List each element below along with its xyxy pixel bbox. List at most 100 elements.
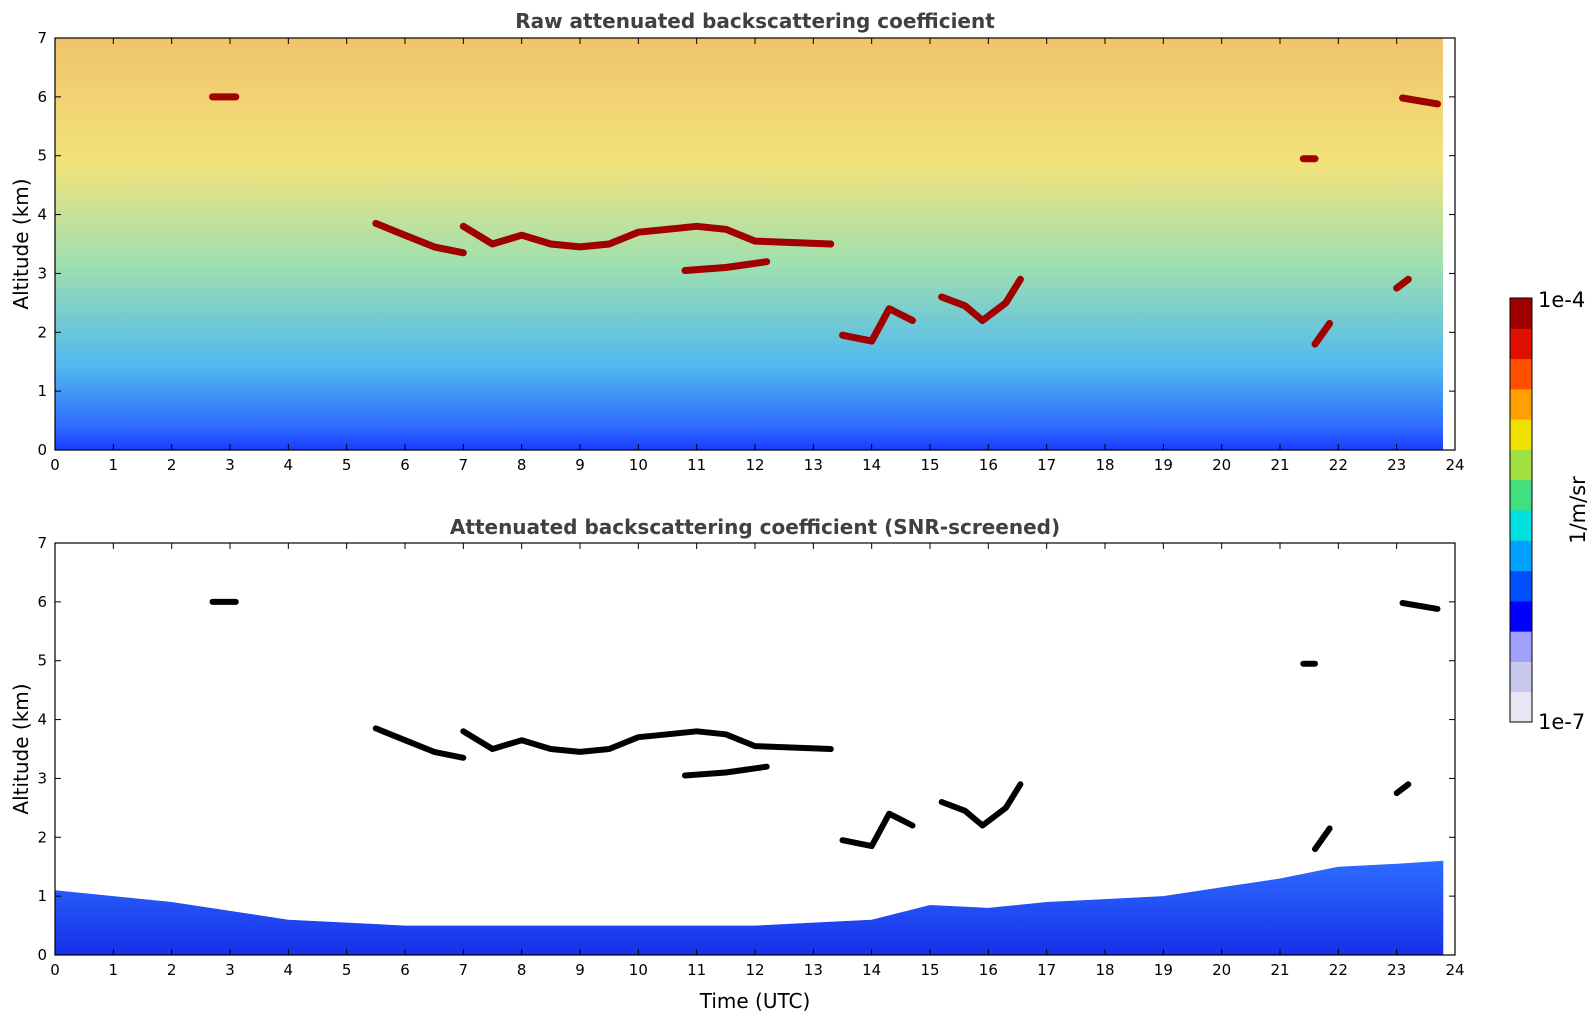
- x-tick-label: 10: [629, 961, 648, 979]
- screened-cloud-layer: [460, 728, 834, 755]
- x-tick-label: 19: [1154, 456, 1173, 474]
- colorbar-block: [1510, 328, 1532, 360]
- screened-cloud-layer: [1393, 781, 1412, 797]
- colorbar-block: [1510, 298, 1532, 329]
- cloud-layer: [1393, 275, 1412, 292]
- x-tick-label: 17: [1037, 456, 1056, 474]
- y-tick-label: 5: [37, 652, 47, 670]
- colorbar-block: [1510, 358, 1532, 390]
- x-tick-label: 2: [167, 961, 177, 979]
- x-tick-label: 11: [687, 961, 706, 979]
- y-tick-label: 1: [37, 887, 47, 905]
- x-tick-label: 13: [804, 961, 823, 979]
- x-tick-label: 0: [50, 456, 60, 474]
- x-tick-label: 22: [1329, 456, 1348, 474]
- x-tick-label: 22: [1329, 961, 1348, 979]
- x-tick-label: 4: [284, 961, 294, 979]
- y-tick-label: 5: [37, 147, 47, 165]
- x-tick-label: 20: [1212, 961, 1231, 979]
- x-tick-label: 6: [400, 456, 410, 474]
- cloud-layer: [1399, 94, 1441, 108]
- colorbar-block: [1510, 479, 1532, 511]
- y-tick-label: 6: [37, 593, 47, 611]
- y-tick-label: 1: [37, 382, 47, 400]
- cloud-layer: [372, 219, 467, 257]
- x-tick-label: 17: [1037, 961, 1056, 979]
- x-tick-label: 15: [920, 456, 939, 474]
- snr-screened-panel: Attenuated backscattering coefficient (S…: [9, 515, 1465, 1013]
- y-tick-label: 3: [37, 769, 47, 787]
- panel2-title: Attenuated backscattering coefficient (S…: [450, 515, 1060, 539]
- y-tick-label: 2: [37, 323, 47, 341]
- x-tick-label: 20: [1212, 456, 1231, 474]
- colorbar-block: [1510, 600, 1532, 632]
- y-tick-label: 2: [37, 828, 47, 846]
- y-tick-label: 4: [37, 206, 47, 224]
- x-tick-label: 7: [459, 961, 469, 979]
- x-tick-label: 1: [109, 961, 119, 979]
- screened-cloud-layer: [372, 725, 467, 761]
- colorbar-block: [1510, 540, 1532, 572]
- colorbar-block: [1510, 449, 1532, 481]
- x-tick-label: 18: [1095, 961, 1114, 979]
- screened-cloud-layer: [682, 763, 770, 779]
- colorbar-blocks: [1510, 298, 1532, 723]
- panel1-cloud-layers: [209, 93, 1441, 348]
- y-tick-label: 0: [37, 441, 47, 459]
- x-tick-label: 9: [575, 456, 585, 474]
- x-tick-label: 3: [225, 456, 235, 474]
- y-tick-label: 7: [37, 534, 47, 552]
- colorbar-block: [1510, 661, 1532, 693]
- x-tick-label: 24: [1445, 961, 1464, 979]
- x-tick-label: 8: [517, 961, 527, 979]
- x-tick-label: 5: [342, 456, 352, 474]
- panel1-x-ticks: 0 1 2 3 4 5 6 7 8 9 10 11 12 13 14 15 16 17 18 19 20 21 22 23 24: [50, 38, 1465, 474]
- colorbar-block: [1510, 570, 1532, 602]
- cloud-layer: [839, 305, 916, 345]
- colorbar-frame: [1509, 297, 1533, 723]
- panel1-nodata-strip: [1443, 38, 1455, 450]
- colorbar-min-label: 1e-7: [1538, 710, 1585, 734]
- x-tick-label: 24: [1445, 456, 1464, 474]
- y-tick-label: 4: [37, 711, 47, 729]
- x-tick-label: 21: [1270, 456, 1289, 474]
- raw-backscatter-panel: Raw attenuated backscattering coefficien…: [9, 9, 1465, 474]
- x-tick-label: 13: [804, 456, 823, 474]
- x-tick-label: 18: [1095, 456, 1114, 474]
- colorbar-block: [1510, 691, 1532, 723]
- panel2-cloud-layers: [209, 598, 1441, 853]
- y-tick-label: 6: [37, 88, 47, 106]
- x-tick-label: 8: [517, 456, 527, 474]
- colorbar-unit-label: 1/m/sr: [1566, 476, 1590, 544]
- cloud-layer: [1311, 320, 1334, 348]
- y-tick-label: 0: [37, 946, 47, 964]
- panel2-y-axis-label: Altitude (km): [9, 683, 33, 814]
- x-tick-label: 16: [979, 456, 998, 474]
- screened-cloud-layer: [1399, 600, 1441, 612]
- panel1-y-axis-label: Altitude (km): [9, 178, 33, 309]
- x-tick-label: 3: [225, 961, 235, 979]
- x-tick-label: 7: [459, 456, 469, 474]
- cloud-layer: [459, 222, 835, 251]
- panel2-x-axis-label: Time (UTC): [699, 989, 811, 1013]
- x-tick-label: 12: [745, 961, 764, 979]
- screened-cloud-layer: [1312, 825, 1333, 853]
- screened-cloud-layer: [839, 810, 916, 850]
- x-tick-label: 10: [629, 456, 648, 474]
- colorbar-block: [1510, 631, 1532, 662]
- x-tick-label: 14: [862, 961, 881, 979]
- colorbar-block: [1510, 388, 1532, 420]
- colorbar: 1e-4 1e-7 1/m/sr: [1509, 288, 1590, 734]
- x-tick-label: 12: [745, 456, 764, 474]
- x-tick-label: 2: [167, 456, 177, 474]
- panel2-boundary-layer: [55, 860, 1444, 955]
- x-tick-label: 21: [1270, 961, 1289, 979]
- x-tick-label: 14: [862, 456, 881, 474]
- panel1-y-ticks: 0 1 2 3 4 5 6 7: [37, 29, 1455, 459]
- x-tick-label: 0: [50, 961, 60, 979]
- x-tick-label: 23: [1387, 961, 1406, 979]
- x-tick-label: 9: [575, 961, 585, 979]
- colorbar-block: [1510, 510, 1532, 541]
- colorbar-block: [1510, 419, 1532, 450]
